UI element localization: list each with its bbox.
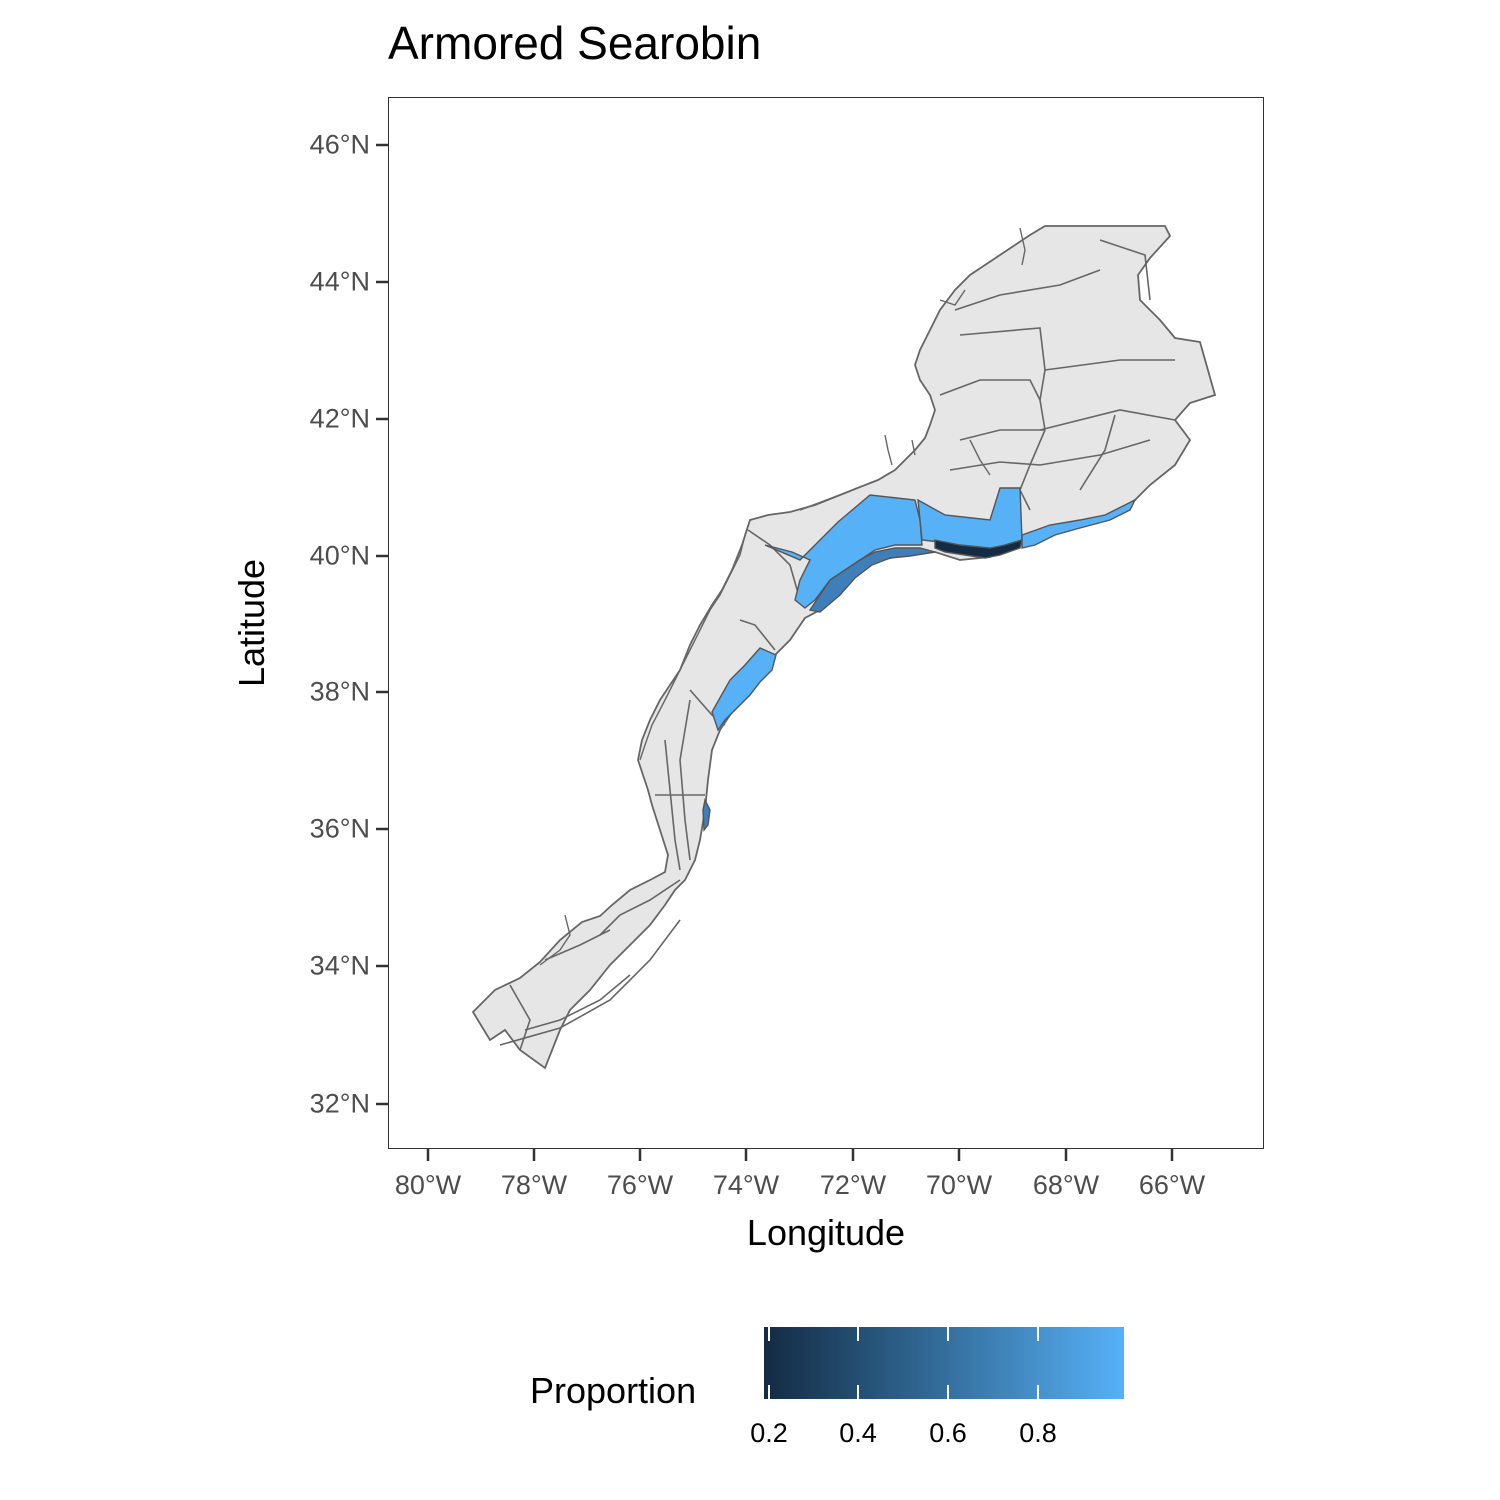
legend-tick-label: 0.2	[750, 1418, 788, 1448]
x-tick-label: 70°W	[925, 1170, 993, 1200]
stratum-highlight	[1021, 498, 1137, 549]
legend-colorbar	[764, 1327, 1124, 1399]
legend-tick-mark	[768, 1327, 770, 1341]
stratum-highlight	[808, 547, 936, 613]
stratum-boundary	[939, 379, 1041, 401]
legend-title: Proportion	[530, 1370, 697, 1411]
stratum-boundary	[739, 619, 776, 651]
plot-panel	[388, 97, 1264, 1149]
y-tick-label: 32°N	[309, 1088, 370, 1119]
stratum-boundary	[747, 529, 801, 601]
legend-tick-mark	[1037, 1385, 1039, 1399]
legend-tick-mark	[768, 1385, 770, 1399]
x-tick-label: 72°W	[819, 1170, 887, 1200]
y-tick-label: 38°N	[309, 676, 370, 707]
coastline-detail	[969, 439, 991, 476]
y-tick-label: 40°N	[309, 540, 370, 571]
stratum-boundary	[959, 429, 1045, 441]
y-tick-label: 36°N	[309, 813, 370, 844]
stratum-boundary	[524, 974, 631, 1031]
stratum-highlight	[711, 647, 777, 732]
x-tick-label: 74°W	[712, 1170, 780, 1200]
coastline-detail	[939, 289, 966, 306]
stratum-boundary	[544, 929, 611, 961]
stratum-boundary	[599, 879, 681, 936]
stratum-boundary	[664, 739, 681, 871]
stratum-boundary	[1039, 409, 1176, 431]
stratum-boundary	[799, 494, 841, 511]
stratum-highlight	[934, 538, 1023, 559]
coastline-detail	[884, 434, 893, 466]
y-tick-label: 34°N	[309, 950, 370, 981]
legend-tick-mark	[857, 1385, 859, 1399]
legend-tick-mark	[947, 1327, 949, 1341]
stratum-boundary	[949, 461, 1041, 471]
x-tick-label: 78°W	[500, 1170, 568, 1200]
x-tick-label: 76°W	[606, 1170, 674, 1200]
stratum-boundary	[1019, 429, 1046, 511]
x-tick-label: 66°W	[1138, 1170, 1206, 1200]
coastline-detail	[1019, 227, 1026, 266]
x-tick-label: 68°W	[1032, 1170, 1100, 1200]
legend-tick-mark	[857, 1327, 859, 1341]
stratum-boundary	[509, 984, 531, 1051]
stratum-boundary	[1044, 359, 1175, 371]
stratum-boundary	[679, 699, 691, 861]
x-axis-label: Longitude	[746, 1212, 906, 1253]
legend-tick-label: 0.4	[839, 1418, 877, 1448]
stratum-boundary	[1039, 439, 1151, 466]
legend-tick-label: 0.8	[1019, 1418, 1057, 1448]
coastline-detail	[539, 914, 571, 966]
stratum-boundary	[1079, 414, 1116, 491]
coastline-detail	[911, 439, 916, 456]
y-axis-label: Latitude	[231, 558, 272, 688]
x-tick-label: 80°W	[394, 1170, 462, 1200]
legend-tick-label: 0.6	[929, 1418, 967, 1448]
stratum-highlight	[702, 797, 711, 832]
stratum-boundary	[1099, 239, 1151, 301]
coastline-detail	[639, 519, 751, 761]
legend-tick-mark	[1037, 1327, 1039, 1341]
survey-area-shape	[471, 225, 1217, 1070]
stratum-boundary	[954, 269, 1101, 311]
chart-title: Armored Searobin	[388, 17, 762, 69]
y-tick-label: 44°N	[309, 266, 370, 297]
y-tick-label: 46°N	[309, 129, 370, 160]
stratum-boundary	[499, 919, 681, 1046]
legend-tick-mark	[947, 1385, 949, 1399]
y-tick-label: 42°N	[309, 403, 370, 434]
